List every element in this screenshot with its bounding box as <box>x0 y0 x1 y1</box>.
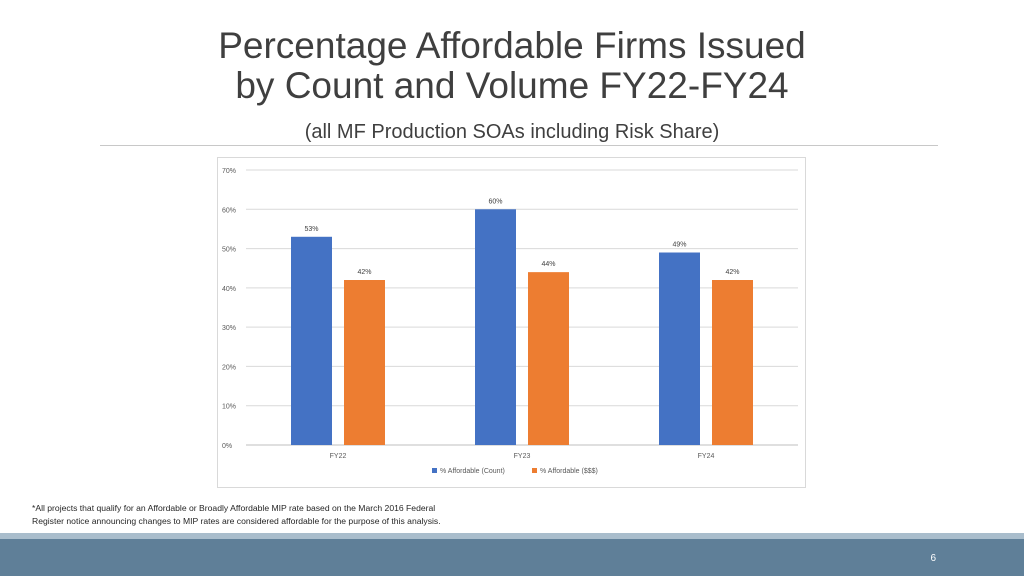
y-tick-label: 20% <box>222 364 236 371</box>
data-label: 53% <box>304 226 318 233</box>
legend-swatch <box>432 468 437 473</box>
title-divider <box>100 145 938 146</box>
legend-label: % Affordable (Count) <box>440 468 505 475</box>
y-tick-label: 50% <box>222 247 236 254</box>
footnote-line2: Register notice announcing changes to MI… <box>32 516 441 526</box>
legend-swatch <box>532 468 537 473</box>
y-tick-label: 30% <box>222 325 236 332</box>
y-tick-label: 70% <box>222 168 236 175</box>
bar <box>475 209 516 445</box>
footnote: *All projects that qualify for an Afford… <box>32 502 552 528</box>
data-label: 42% <box>357 269 371 276</box>
x-tick-label: FY24 <box>698 453 715 460</box>
chart-container: 0% 10% 20% 30% 40% 50% 60% 70% 53% 42% FY22 60% 44% F… <box>217 157 806 488</box>
footer-band <box>0 539 1024 576</box>
slide-title-line2: by Count and Volume FY22-FY24 <box>235 65 789 106</box>
slide-title-line1: Percentage Affordable Firms Issued <box>218 25 806 66</box>
bar <box>659 252 700 445</box>
y-tick-label: 10% <box>222 404 236 411</box>
data-label: 49% <box>672 242 686 249</box>
y-tick-label: 0% <box>222 443 232 450</box>
page-number: 6 <box>930 553 936 564</box>
bar <box>291 236 332 445</box>
y-tick-label: 40% <box>222 286 236 293</box>
bar <box>712 280 753 445</box>
data-label: 60% <box>488 198 502 205</box>
data-label: 44% <box>541 261 555 268</box>
x-tick-label: FY23 <box>514 453 531 460</box>
x-tick-label: FY22 <box>330 453 347 460</box>
slide-subtitle: (all MF Production SOAs including Risk S… <box>304 121 720 143</box>
y-tick-label: 60% <box>222 207 236 214</box>
footer-accent-band <box>0 533 1024 539</box>
legend-label: % Affordable ($$$) <box>540 468 598 475</box>
bar <box>344 280 385 445</box>
bar <box>528 272 569 445</box>
footnote-line1: *All projects that qualify for an Afford… <box>32 503 436 513</box>
bar-chart: 0% 10% 20% 30% 40% 50% 60% 70% 53% 42% FY22 60% 44% F… <box>222 168 798 475</box>
slide-title: Percentage Affordable Firms Issued by Co… <box>100 26 924 106</box>
data-label: 42% <box>725 269 739 276</box>
